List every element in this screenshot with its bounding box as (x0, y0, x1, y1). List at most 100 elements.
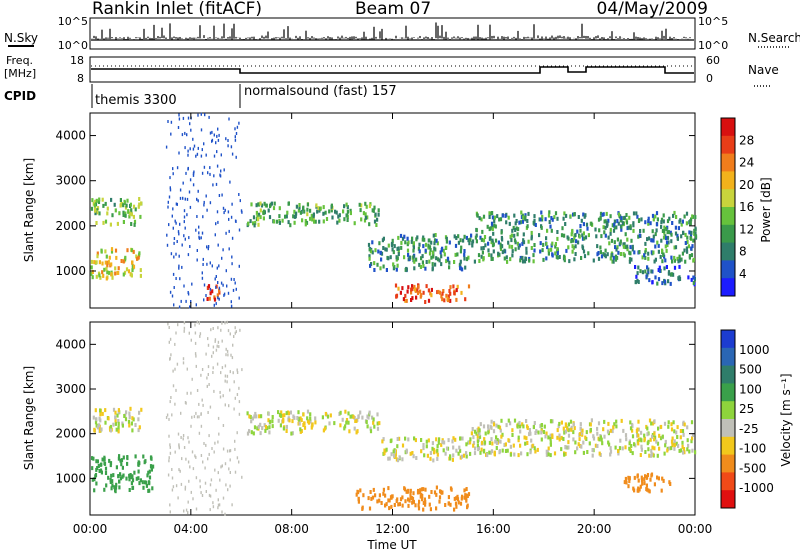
echo-cell (168, 340, 170, 344)
echo-cell (483, 437, 486, 442)
echo-cell (504, 213, 507, 218)
echo-cell (97, 200, 101, 204)
echo-cell (382, 491, 385, 496)
echo-cell (171, 468, 173, 471)
echo-cell (226, 349, 229, 353)
echo-cell (646, 426, 649, 431)
echo-cell (222, 424, 225, 427)
echo-cell (401, 286, 404, 291)
echo-cell (238, 400, 241, 404)
echo-cell (139, 273, 142, 278)
echo-cell (619, 241, 622, 246)
echo-cell (473, 429, 477, 434)
echo-cell (257, 202, 260, 207)
colorbar-frame (720, 329, 736, 509)
echo-cell (554, 211, 558, 216)
echo-cell (139, 478, 142, 483)
echo-cell (407, 252, 410, 257)
echo-cell (428, 245, 432, 250)
echo-cell (409, 451, 412, 456)
echo-cell (187, 149, 189, 153)
echo-cell (633, 488, 636, 493)
echo-cell (547, 251, 550, 256)
echo-cell (194, 323, 196, 327)
echo-cell (220, 153, 222, 157)
echo-cell (383, 451, 386, 456)
echo-cell (640, 444, 643, 449)
echo-cell (564, 422, 567, 427)
echo-cell (614, 254, 617, 259)
echo-cell (229, 458, 231, 462)
echo-cell (659, 254, 662, 259)
echo-cell (474, 235, 477, 240)
echo-cell (656, 240, 659, 245)
echo-cell (691, 448, 694, 453)
echo-cell (232, 343, 234, 347)
echo-cell (118, 479, 121, 484)
echo-cell (547, 213, 551, 218)
echo-cell (268, 430, 271, 435)
echo-cell (337, 214, 340, 219)
echo-cell (378, 498, 381, 503)
echo-cell (101, 197, 104, 202)
echo-cell (272, 206, 276, 211)
echo-cell (587, 251, 590, 256)
echo-cell (309, 419, 312, 424)
echo-cell (230, 145, 233, 149)
x-tick-label: 16:00 (476, 522, 511, 536)
echo-cell (467, 492, 471, 497)
echo-cell (526, 441, 529, 445)
echo-cell (240, 209, 243, 213)
echo-cell (622, 428, 625, 433)
echo-cell (567, 445, 570, 450)
echo-cell (201, 398, 203, 402)
echo-cell (511, 428, 514, 433)
echo-cell (185, 508, 188, 512)
echo-cell (660, 424, 663, 429)
echo-cell (419, 294, 422, 299)
echo-cell (213, 295, 216, 300)
echo-cell (184, 226, 186, 230)
echo-cell (422, 290, 425, 295)
echo-cell (651, 229, 654, 234)
echo-cell (511, 433, 514, 437)
nsky-label: N.Sky (4, 31, 38, 45)
echo-cell (515, 226, 518, 231)
echo-cell (392, 250, 395, 255)
echo-cell (560, 233, 564, 238)
echo-cell (487, 428, 490, 433)
echo-cell (138, 202, 141, 207)
echo-cell (128, 411, 131, 416)
echo-cell (117, 408, 120, 413)
echo-cell (636, 214, 639, 219)
echo-cell (572, 212, 575, 217)
echo-cell (361, 506, 364, 511)
echo-cell (249, 415, 252, 419)
echo-cell (681, 429, 685, 433)
echo-cell (631, 247, 634, 252)
echo-cell (138, 410, 141, 415)
echo-cell (650, 250, 653, 255)
echo-cell (465, 235, 468, 240)
echo-cell (252, 221, 255, 226)
echo-cell (459, 262, 462, 267)
echo-cell (119, 476, 123, 481)
echo-cell (275, 219, 278, 224)
echo-cell (192, 467, 195, 471)
echo-cell (634, 443, 637, 448)
echo-cell (187, 166, 189, 170)
echo-cell (166, 413, 169, 417)
echo-cell (678, 448, 681, 453)
echo-cell (629, 251, 632, 256)
echo-cell (464, 297, 467, 302)
echo-cell (99, 428, 102, 433)
echo-cell (369, 249, 372, 254)
echo-cell (674, 225, 677, 230)
echo-cell (377, 212, 380, 217)
echo-cell (219, 173, 221, 177)
echo-cell (117, 419, 120, 423)
echo-cell (356, 429, 359, 434)
echo-cell (378, 493, 381, 498)
echo-cell (517, 227, 520, 232)
echo-cell (681, 440, 684, 445)
